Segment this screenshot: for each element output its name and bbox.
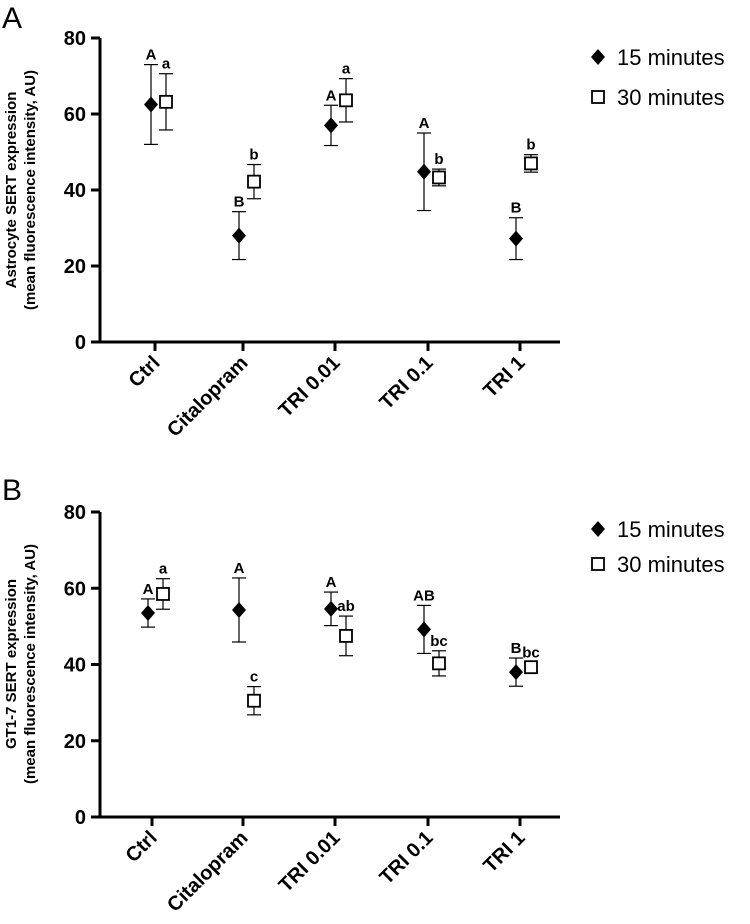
data-point-30-minutes: [432, 170, 446, 185]
legend-marker-square: [591, 90, 605, 104]
chart-panel-B: B 0 20 40 60 80 Ctrl Citalopram TRI 0.01 TRI 0.1 T…: [2, 474, 725, 916]
x-tick-label: Citalopram: [163, 827, 252, 916]
significance-label: a: [159, 561, 168, 578]
legend-entry: 15 minutes: [617, 45, 725, 70]
legend-entry: 30 minutes: [617, 552, 725, 577]
data-point-15-minutes: [509, 664, 523, 681]
significance-label: A: [143, 581, 154, 598]
significance-label: B: [234, 194, 245, 211]
y-tick-label: 80: [64, 28, 86, 50]
data-point-15-minutes: [417, 163, 431, 180]
x-tick-label: TRI 0.1: [376, 827, 438, 889]
y-tick-label: 20: [64, 731, 86, 753]
y-tick-label: 60: [64, 578, 86, 600]
y-axis-label: (mean fluorescence intensity, AU): [22, 70, 39, 310]
y-tick-label: 40: [64, 180, 86, 202]
significance-label: ab: [337, 598, 355, 615]
data-point-30-minutes: [524, 660, 538, 675]
data-point-30-minutes: [159, 94, 173, 109]
significance-label: B: [511, 640, 522, 657]
y-tick-label: 60: [64, 104, 86, 126]
y-tick-label: 80: [64, 502, 86, 524]
data-point-15-minutes: [324, 600, 338, 617]
y-tick-label: 0: [75, 332, 86, 354]
y-axis-label: Astrocyte SERT expression: [3, 92, 20, 289]
legend-marker-diamond: [591, 49, 605, 65]
significance-label: A: [146, 47, 157, 64]
data-point-15-minutes: [509, 230, 523, 247]
y-tick-label: 20: [64, 256, 86, 278]
data-point-15-minutes: [232, 227, 246, 244]
data-point-15-minutes: [232, 601, 246, 618]
x-tick-label: Ctrl: [122, 827, 162, 867]
significance-label: b: [249, 147, 258, 164]
x-tick-label: Citalopram: [163, 352, 252, 441]
y-tick-label: 0: [75, 807, 86, 829]
panel-letter: A: [2, 2, 22, 35]
data-point-30-minutes: [339, 629, 353, 643]
data-point-30-minutes: [247, 693, 261, 708]
y-axis-label: GT1-7 SERT expression: [3, 579, 20, 749]
significance-label: A: [326, 574, 337, 591]
data-point-30-minutes: [432, 656, 446, 671]
significance-label: A: [326, 87, 337, 104]
significance-label: b: [434, 151, 443, 168]
data-point-30-minutes: [339, 93, 353, 108]
significance-label: A: [419, 115, 430, 132]
significance-label: bc: [430, 633, 448, 650]
significance-label: b: [526, 137, 535, 154]
legend-marker-diamond: [591, 521, 605, 537]
data-point-15-minutes: [417, 621, 431, 638]
data-point-15-minutes: [144, 96, 158, 113]
x-tick-label: TRI 1: [479, 827, 529, 877]
x-tick-label: Ctrl: [125, 352, 165, 392]
x-tick-label: TRI 0.1: [376, 352, 438, 414]
x-tick-label: TRI 0.01: [275, 827, 345, 897]
significance-label: A: [234, 560, 245, 577]
legend-entry: 30 minutes: [617, 85, 725, 110]
significance-label: a: [342, 61, 351, 78]
y-tick-label: 40: [64, 655, 86, 677]
significance-label: bc: [522, 645, 540, 662]
x-tick-label: TRI 1: [479, 352, 529, 402]
significance-label: c: [250, 669, 258, 686]
significance-label: B: [511, 200, 522, 217]
significance-label: AB: [413, 587, 435, 604]
legend-marker-square: [591, 557, 605, 571]
data-point-30-minutes: [524, 156, 538, 171]
significance-label: a: [162, 56, 171, 73]
data-point-15-minutes: [141, 605, 155, 622]
panel-letter: B: [2, 474, 22, 507]
y-axis-label: (mean fluorescence intensity, AU): [22, 544, 39, 784]
data-point-30-minutes: [247, 174, 261, 189]
x-tick-label: TRI 0.01: [275, 352, 345, 422]
data-point-15-minutes: [324, 117, 338, 134]
data-point-30-minutes: [156, 587, 170, 601]
legend-entry: 15 minutes: [617, 517, 725, 542]
